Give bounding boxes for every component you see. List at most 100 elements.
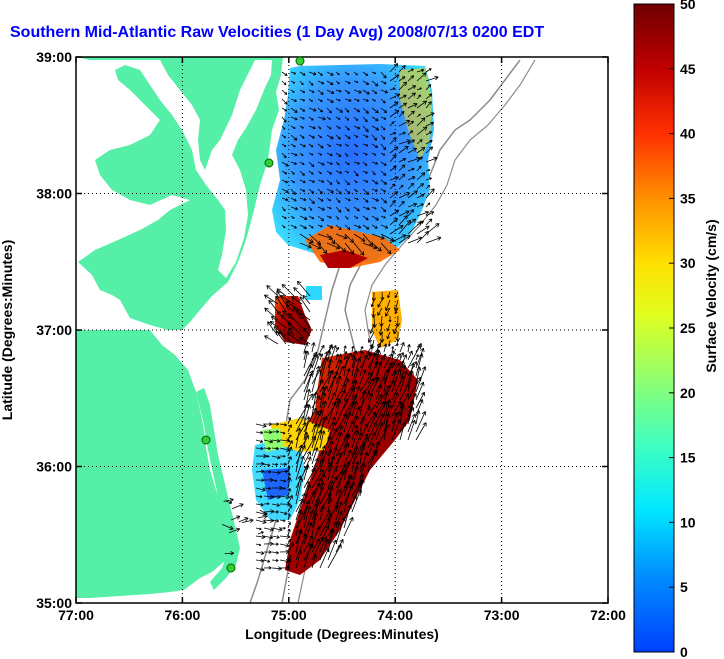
velocity-vector-head [350,504,352,509]
velocity-vector-head [327,513,332,517]
velocity-vector [416,147,426,154]
velocity-vector-head [407,192,411,197]
velocity-vector-head [430,218,433,223]
velocity-vector-head [287,477,291,481]
velocity-vectors [222,63,442,572]
velocity-vector-head [277,497,281,499]
velocity-vector [389,218,398,226]
velocity-vector-head [266,285,271,287]
velocity-vector [398,215,408,226]
velocity-vector-head [283,156,287,159]
velocity-vector [344,125,350,131]
velocity-vector [259,509,268,515]
velocity-vector-head [413,218,417,223]
velocity-vector [375,376,386,393]
velocity-vector-head [284,463,287,466]
velocity-vector [255,439,263,443]
velocity-vector [407,393,417,409]
velocity-vector-head [295,309,298,314]
velocity-vector-head [315,538,320,542]
velocity-vector [367,448,377,473]
x-tick-label: 75:00 [271,607,307,623]
velocity-vector [375,356,385,377]
velocity-vector-head [330,358,333,363]
velocity-vector [299,215,308,220]
velocity-vector-head [419,366,422,371]
velocity-vector-head [330,513,333,518]
velocity-vector-head [406,139,411,141]
velocity-vector-head [413,190,418,192]
velocity-vector-head [301,444,304,449]
velocity-vector-head [371,411,376,415]
velocity-vector [391,368,401,393]
velocity-vector [389,234,407,244]
velocity-vector-head [311,202,315,205]
velocity-vector-head [314,447,318,451]
velocity-vector-head [268,566,272,569]
velocity-vector-head [348,100,352,102]
velocity-vector-head [409,370,413,375]
velocity-vector-head [367,226,370,230]
velocity-vector [279,535,291,538]
velocity-vector [335,347,340,353]
velocity-vector-head [313,200,315,204]
velocity-vector [290,224,297,229]
velocity-vector-head [355,357,358,362]
velocity-vector-head [385,424,390,428]
velocity-vector-head [302,295,304,300]
velocity-vector-head [403,164,406,169]
velocity-vector-head [317,447,319,452]
velocity-vector-head [334,504,339,507]
velocity-vector [326,242,340,249]
velocity-vector-head [379,322,382,327]
velocity-vector-head [258,544,262,547]
velocity-vector [371,224,378,229]
velocity-vector [279,559,290,563]
velocity-vector-head [381,338,385,343]
velocity-vector-head [261,536,266,540]
velocity-vector-head [396,74,400,79]
velocity-vector [398,102,407,109]
velocity-vector-head [295,206,299,210]
velocity-vector-head [268,488,272,491]
velocity-vector [299,242,312,248]
velocity-vector [371,107,379,113]
velocity-vector [380,161,387,166]
velocity-vector [380,323,383,336]
velocity-vector [281,161,289,167]
velocity-vector-head [323,417,326,422]
velocity-vector-head [304,493,306,498]
velocity-vector-head [359,385,361,391]
velocity-vector-head [403,370,407,375]
velocity-vector [299,143,306,147]
velocity-vector-head [344,355,348,360]
velocity-vector-head [353,354,355,357]
velocity-vector [319,536,327,553]
velocity-vector [311,554,317,569]
velocity-vector [344,233,354,243]
velocity-vector-head [394,165,397,170]
velocity-vector-head [414,413,417,418]
velocity-vector-head [421,220,424,224]
velocity-vector-head [277,494,281,498]
velocity-vector-head [369,329,371,334]
velocity-vector [391,375,404,401]
velocity-vector-head [431,211,435,216]
velocity-vector [389,209,399,217]
velocity-vector-head [348,484,352,489]
velocity-vector-head [289,513,291,517]
velocity-vector [351,446,358,473]
velocity-vector-head [300,529,303,534]
velocity-vector-head [298,509,302,514]
velocity-vector-head [417,157,421,162]
velocity-vector [327,476,338,497]
velocity-vector-head [404,383,409,387]
velocity-vector [391,401,402,417]
velocity-vector-head [360,432,363,437]
velocity-vector-head [380,384,383,389]
velocity-vector [416,72,427,82]
velocity-vector-head [339,452,342,457]
velocity-vector [335,179,340,185]
velocity-field-north-core [320,250,368,268]
velocity-field-north-east [400,68,432,160]
